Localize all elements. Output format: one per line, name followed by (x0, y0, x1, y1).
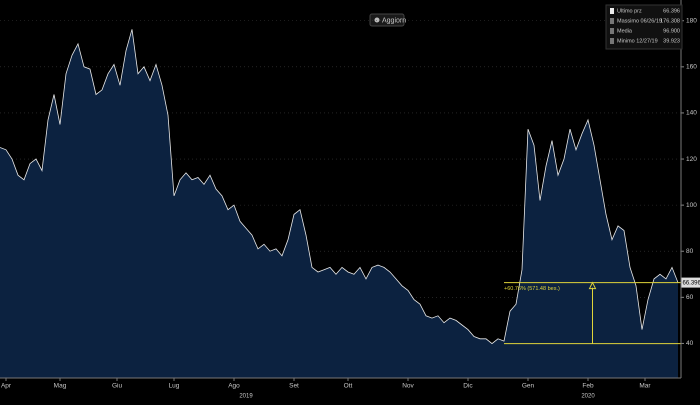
legend-swatch (610, 8, 614, 14)
y-tick-label: 120 (686, 156, 697, 163)
x-tick-label: Set (289, 383, 299, 390)
y-tick-label: 100 (686, 202, 697, 209)
x-tick-label: Apr (1, 383, 12, 390)
x-tick-label: Gen (522, 383, 535, 390)
x-tick-label: Mag (54, 383, 67, 390)
y-tick-label: 40 (686, 340, 694, 347)
y-tick-label: 180 (686, 17, 697, 24)
y-tick-label: 60 (686, 294, 694, 301)
button-label[interactable]: Aggiorn (382, 17, 406, 24)
annotation-text: +60.76% (571.48 bes.) (504, 286, 560, 292)
legend-label: Media (617, 28, 633, 34)
legend-value: 66.396 (663, 8, 680, 14)
x-tick-label: Feb (582, 383, 594, 390)
button-icon (375, 18, 380, 23)
y-tick-label: 140 (686, 110, 697, 117)
year-label: 2019 (239, 394, 253, 400)
legend-swatch (610, 28, 614, 34)
year-label: 2020 (581, 394, 595, 400)
x-tick-label: Dic (463, 383, 473, 390)
x-tick-label: Ago (228, 383, 240, 390)
refresh-button[interactable]: Aggiorn (370, 14, 406, 26)
x-tick-label: Nov (402, 383, 414, 390)
legend-swatch (610, 18, 614, 24)
legend-label: Ultimo prz (617, 8, 642, 14)
x-tick-label: Lug (169, 383, 180, 390)
legend-swatch (610, 38, 614, 44)
x-tick-label: Mar (639, 383, 651, 390)
legend-value: 39.923 (663, 38, 680, 44)
x-tick-label: Ott (344, 383, 353, 390)
price-tag-label: 66.396 (683, 281, 700, 287)
legend-label: Massimo 06/26/19 (617, 18, 662, 24)
x-tick-label: Giu (112, 383, 123, 390)
legend-value: 176.308 (660, 18, 680, 24)
y-tick-label: 160 (686, 64, 697, 71)
legend-value: 96.900 (663, 28, 680, 34)
y-tick-label: 80 (686, 248, 694, 255)
legend-label: Minimo 12/27/19 (617, 38, 658, 44)
